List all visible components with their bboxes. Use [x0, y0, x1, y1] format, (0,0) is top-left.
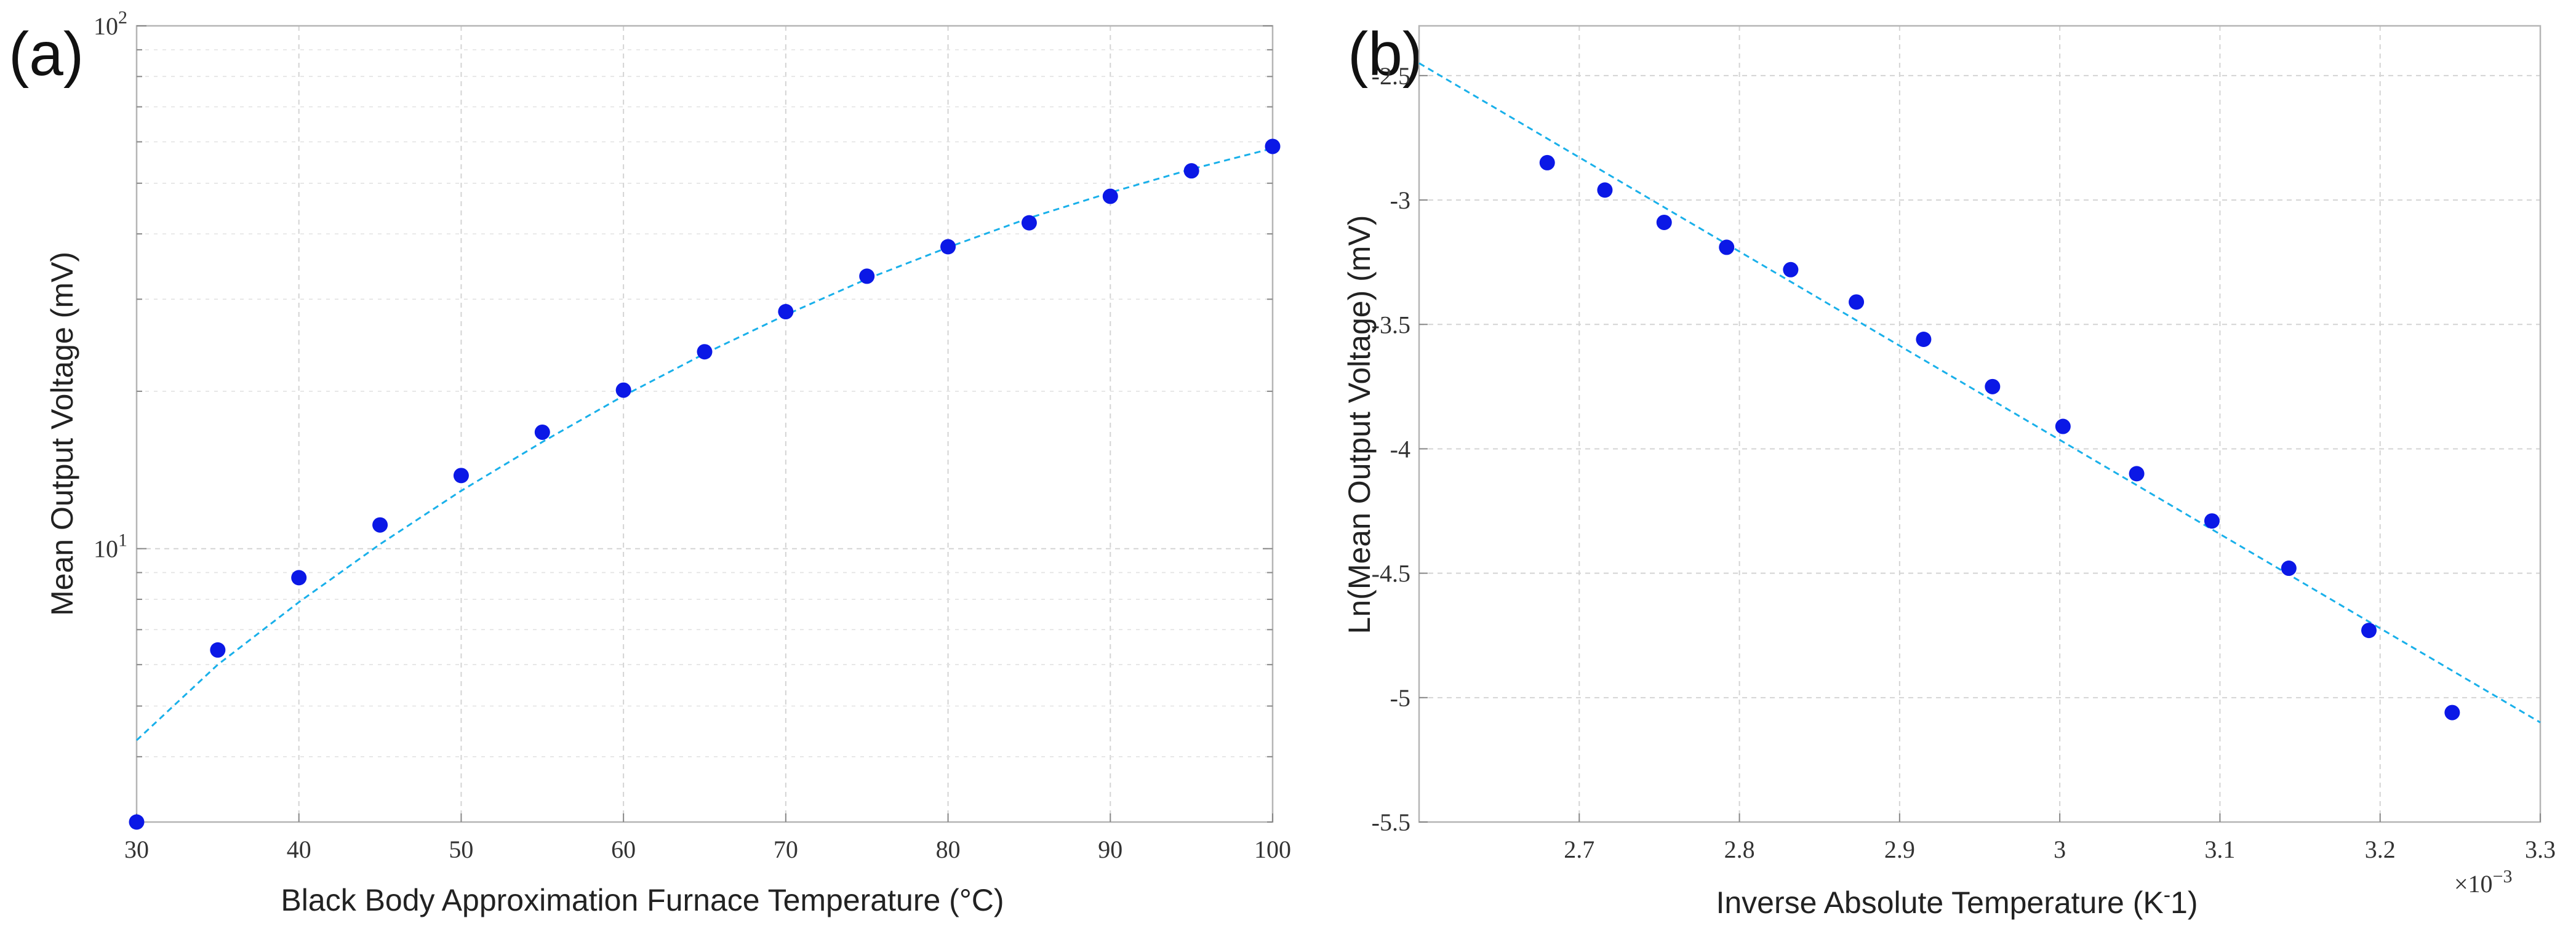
- plot-frame-b: [1418, 25, 2542, 823]
- x-multiplier-b-base: ×10: [2454, 870, 2493, 898]
- x-multiplier-b: ×10−3: [2454, 866, 2512, 898]
- data-point: [291, 570, 307, 586]
- data-points-b: [1539, 154, 2460, 720]
- data-point: [778, 304, 794, 320]
- x-tick-label: 2.8: [1724, 836, 1755, 863]
- y-axis-title-a: Mean Output Voltage (mV): [45, 252, 79, 616]
- fit-line-b: [1418, 62, 2541, 724]
- y-tick-exp: 2: [118, 7, 127, 28]
- chart-panel-b: (b) 2.7 2.8 2.9 3 3.1 3.2 3.3 -2.5 -3 -3.5 -4 -4.5 -…: [1342, 20, 2556, 920]
- x-tick-label: 50: [449, 836, 473, 863]
- data-point: [129, 814, 145, 830]
- fit-curve-a: [135, 147, 1273, 741]
- y-tick-base: 10: [94, 12, 118, 40]
- y-tick-label: 102: [94, 7, 127, 40]
- data-point: [2281, 561, 2297, 577]
- x-axis-title-b-main: Inverse Absolute Temperature (K: [1716, 885, 2163, 920]
- fit-line: [135, 147, 1273, 741]
- y-tick-label: -5.5: [1372, 808, 1410, 836]
- data-point: [1916, 332, 1932, 348]
- y-tick-label: -3: [1390, 186, 1410, 214]
- data-point: [940, 239, 956, 255]
- data-point: [859, 268, 875, 284]
- data-point: [534, 424, 550, 440]
- data-point: [1849, 294, 1865, 310]
- x-tick-label: 30: [124, 836, 149, 863]
- x-multiplier-b-exp: −3: [2493, 866, 2513, 887]
- x-tick-label: 3.1: [2204, 836, 2235, 863]
- x-tick-label: 2.9: [1884, 836, 1915, 863]
- y-tick-label: -4: [1390, 435, 1410, 463]
- data-point: [2129, 466, 2145, 482]
- x-tick-label: 90: [1098, 836, 1122, 863]
- panel-label-b: (b): [1348, 20, 1423, 89]
- x-tick-label: 3.3: [2525, 836, 2556, 863]
- data-point: [453, 468, 469, 484]
- x-axis-title-b-tail: 1): [2170, 885, 2198, 920]
- data-point: [2444, 705, 2460, 720]
- y-tick-label: -5: [1390, 684, 1410, 712]
- data-point: [697, 344, 713, 360]
- fit-line: [1418, 62, 2541, 724]
- x-tick-label: 3.2: [2365, 836, 2396, 863]
- data-point: [2361, 623, 2377, 639]
- data-point: [1656, 214, 1672, 230]
- x-tick-label: 3: [2054, 836, 2066, 863]
- plot-frame-a: [135, 25, 1274, 823]
- y-tick-label: -2.5: [1372, 62, 1410, 90]
- data-point: [1021, 215, 1037, 231]
- y-tick-label: -4.5: [1372, 560, 1410, 588]
- data-point: [1783, 261, 1799, 277]
- y-tick-label: -3.5: [1372, 311, 1410, 338]
- data-point: [1597, 182, 1613, 198]
- y-tick-exp: 1: [118, 530, 127, 551]
- data-point: [210, 642, 226, 658]
- data-point: [615, 382, 631, 398]
- data-point: [1183, 163, 1199, 179]
- x-axis-title-a: Black Body Approximation Furnace Tempera…: [281, 883, 1004, 917]
- y-tick-base: 10: [94, 535, 118, 563]
- data-point: [2055, 418, 2071, 434]
- x-tick-label: 70: [774, 836, 798, 863]
- data-point: [2204, 513, 2220, 529]
- data-point: [1102, 188, 1118, 204]
- x-axis-title-b-sup: -: [2164, 884, 2170, 907]
- data-point: [372, 517, 388, 533]
- data-point: [1719, 239, 1735, 255]
- x-axis-title-b: Inverse Absolute Temperature (K-1): [1716, 884, 2198, 920]
- y-axis-title-b: Ln(Mean Output Voltage) (mV): [1342, 215, 1377, 634]
- x-tick-label: 2.7: [1564, 836, 1594, 863]
- x-tick-label: 80: [936, 836, 961, 863]
- x-tick-label: 100: [1254, 836, 1291, 863]
- y-tick-label: 101: [94, 530, 127, 563]
- data-point: [1985, 378, 2001, 394]
- x-tick-label: 40: [287, 836, 311, 863]
- data-point: [1265, 138, 1281, 154]
- data-point: [1539, 154, 1555, 170]
- axis-ticks-b: 2.7 2.8 2.9 3 3.1 3.2 3.3 -2.5 -3 -3.5 -4 -4.5 -5 -5.…: [1372, 62, 2556, 863]
- data-points-a: [129, 138, 1281, 830]
- x-tick-label: 60: [611, 836, 636, 863]
- panel-label-a: (a): [9, 20, 84, 89]
